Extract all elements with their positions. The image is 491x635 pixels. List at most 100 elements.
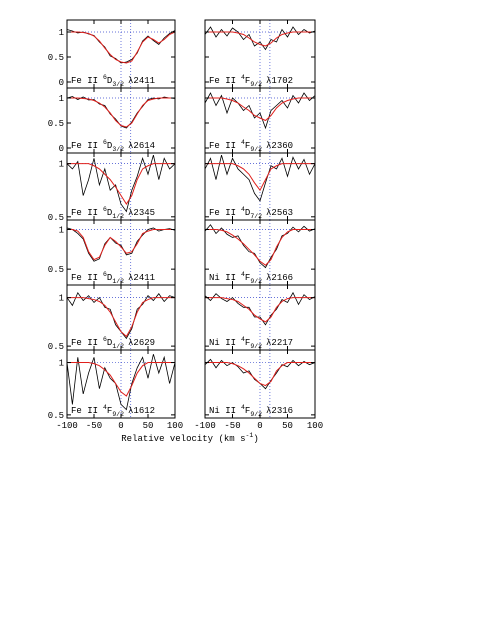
spectrum [205, 155, 315, 202]
term-sup: 4 [241, 206, 245, 213]
term-base: F [245, 406, 250, 416]
panel-label: Ni II 4F9/2 λ2166 [209, 271, 293, 285]
y-tick-label: 1 [59, 359, 64, 369]
y-tick-label: 0.5 [48, 342, 64, 352]
y-tick-label: 0.5 [48, 53, 64, 63]
term-sup: 4 [241, 271, 245, 278]
term-sub: 1/2 [112, 213, 124, 220]
y-tick-label: 0.5 [48, 411, 64, 421]
x-tick-label: -50 [224, 421, 240, 431]
x-axis-label: Relative velocity (km s-1) [121, 432, 258, 444]
y-tick-label: 0 [59, 78, 64, 88]
term-base: F [107, 406, 112, 416]
x-axis-label-sup: -1 [246, 432, 254, 439]
term-sub: 9/2 [250, 278, 262, 285]
ion: Fe II [71, 273, 98, 283]
wavelength: λ2360 [266, 141, 293, 151]
panel-label: Ni II 4F9/2 λ2217 [209, 336, 293, 350]
spectrum [67, 155, 175, 213]
ion: Ni II [209, 406, 236, 416]
panel-label: Fe II 4F9/2 λ1702 [209, 74, 293, 88]
panel-label: Fe II 6D1/2 λ2629 [71, 336, 155, 350]
x-axis-label-end: ) [253, 434, 258, 444]
model [205, 297, 315, 323]
spectrum [67, 29, 175, 64]
term-base: D [107, 273, 112, 283]
x-tick-label: 100 [307, 421, 323, 431]
model [67, 97, 175, 128]
term-base: D [107, 76, 112, 86]
spectrum [205, 224, 315, 269]
term-sub: 1/2 [112, 278, 124, 285]
term-sup: 6 [103, 336, 107, 343]
x-axis-label-text: Relative velocity (km s [121, 434, 245, 444]
model [67, 31, 175, 64]
term-sup: 4 [103, 404, 107, 411]
model [205, 229, 315, 266]
wavelength: λ2629 [128, 338, 155, 348]
x-tick-label: 0 [118, 421, 123, 431]
ion: Fe II [209, 76, 236, 86]
term-sub: 9/2 [250, 81, 262, 88]
panel-label: Fe II 4D7/2 λ2563 [209, 206, 293, 220]
term-sup: 6 [103, 271, 107, 278]
ion: Fe II [209, 141, 236, 151]
term-sup: 4 [241, 336, 245, 343]
wavelength: λ2316 [266, 406, 293, 416]
model [67, 229, 175, 261]
term-sub: 9/2 [250, 343, 262, 350]
model [67, 362, 175, 397]
term-sub: 9/2 [250, 146, 262, 153]
term-sup: 6 [103, 206, 107, 213]
model [205, 362, 315, 387]
ion: Fe II [71, 406, 98, 416]
wavelength: λ2411 [128, 76, 155, 86]
x-tick-label: 50 [143, 421, 154, 431]
term-sup: 4 [241, 404, 245, 411]
spectrum [205, 291, 315, 326]
term-sub: 3/2 [112, 146, 124, 153]
wavelength: λ1702 [266, 76, 293, 86]
y-tick-label: 0.5 [48, 119, 64, 129]
model [205, 31, 315, 47]
wavelength: λ2614 [128, 141, 155, 151]
panel-label: Fe II 4F9/2 λ2360 [209, 139, 293, 153]
term-base: D [107, 141, 112, 151]
ion: Fe II [71, 208, 98, 218]
wavelength: λ1612 [128, 406, 155, 416]
term-base: D [245, 208, 250, 218]
panel-label: Fe II 6D1/2 λ2411 [71, 271, 155, 285]
term-sub: 1/2 [112, 343, 124, 350]
panel-label: Fe II 4F9/2 λ1612 [71, 404, 155, 418]
y-tick-label: 1 [59, 160, 64, 170]
y-tick-label: 0.5 [48, 265, 64, 275]
y-tick-label: 0 [59, 144, 64, 154]
model [205, 163, 315, 192]
term-sup: 6 [103, 139, 107, 146]
y-tick-label: 1 [59, 294, 64, 304]
term-base: F [245, 273, 250, 283]
spectrum [67, 354, 175, 411]
x-tick-label: 0 [257, 421, 262, 431]
ion: Fe II [209, 208, 236, 218]
ion: Fe II [71, 338, 98, 348]
wavelength: λ2217 [266, 338, 293, 348]
term-sup: 6 [103, 74, 107, 81]
panel-label: Ni II 4F9/2 λ2316 [209, 404, 293, 418]
term-base: F [245, 141, 250, 151]
ion: Ni II [209, 338, 236, 348]
model [67, 163, 175, 205]
term-sub: 9/2 [112, 411, 124, 418]
wavelength: λ2411 [128, 273, 155, 283]
y-tick-label: 1 [59, 226, 64, 236]
model [67, 297, 175, 338]
y-tick-label: 1 [59, 28, 64, 38]
term-base: D [107, 208, 112, 218]
panel-label: Fe II 6D3/2 λ2411 [71, 74, 155, 88]
y-tick-label: 1 [59, 94, 64, 104]
wavelength: λ2166 [266, 273, 293, 283]
term-sub: 7/2 [250, 213, 262, 220]
term-base: D [107, 338, 112, 348]
term-sub: 9/2 [250, 411, 262, 418]
